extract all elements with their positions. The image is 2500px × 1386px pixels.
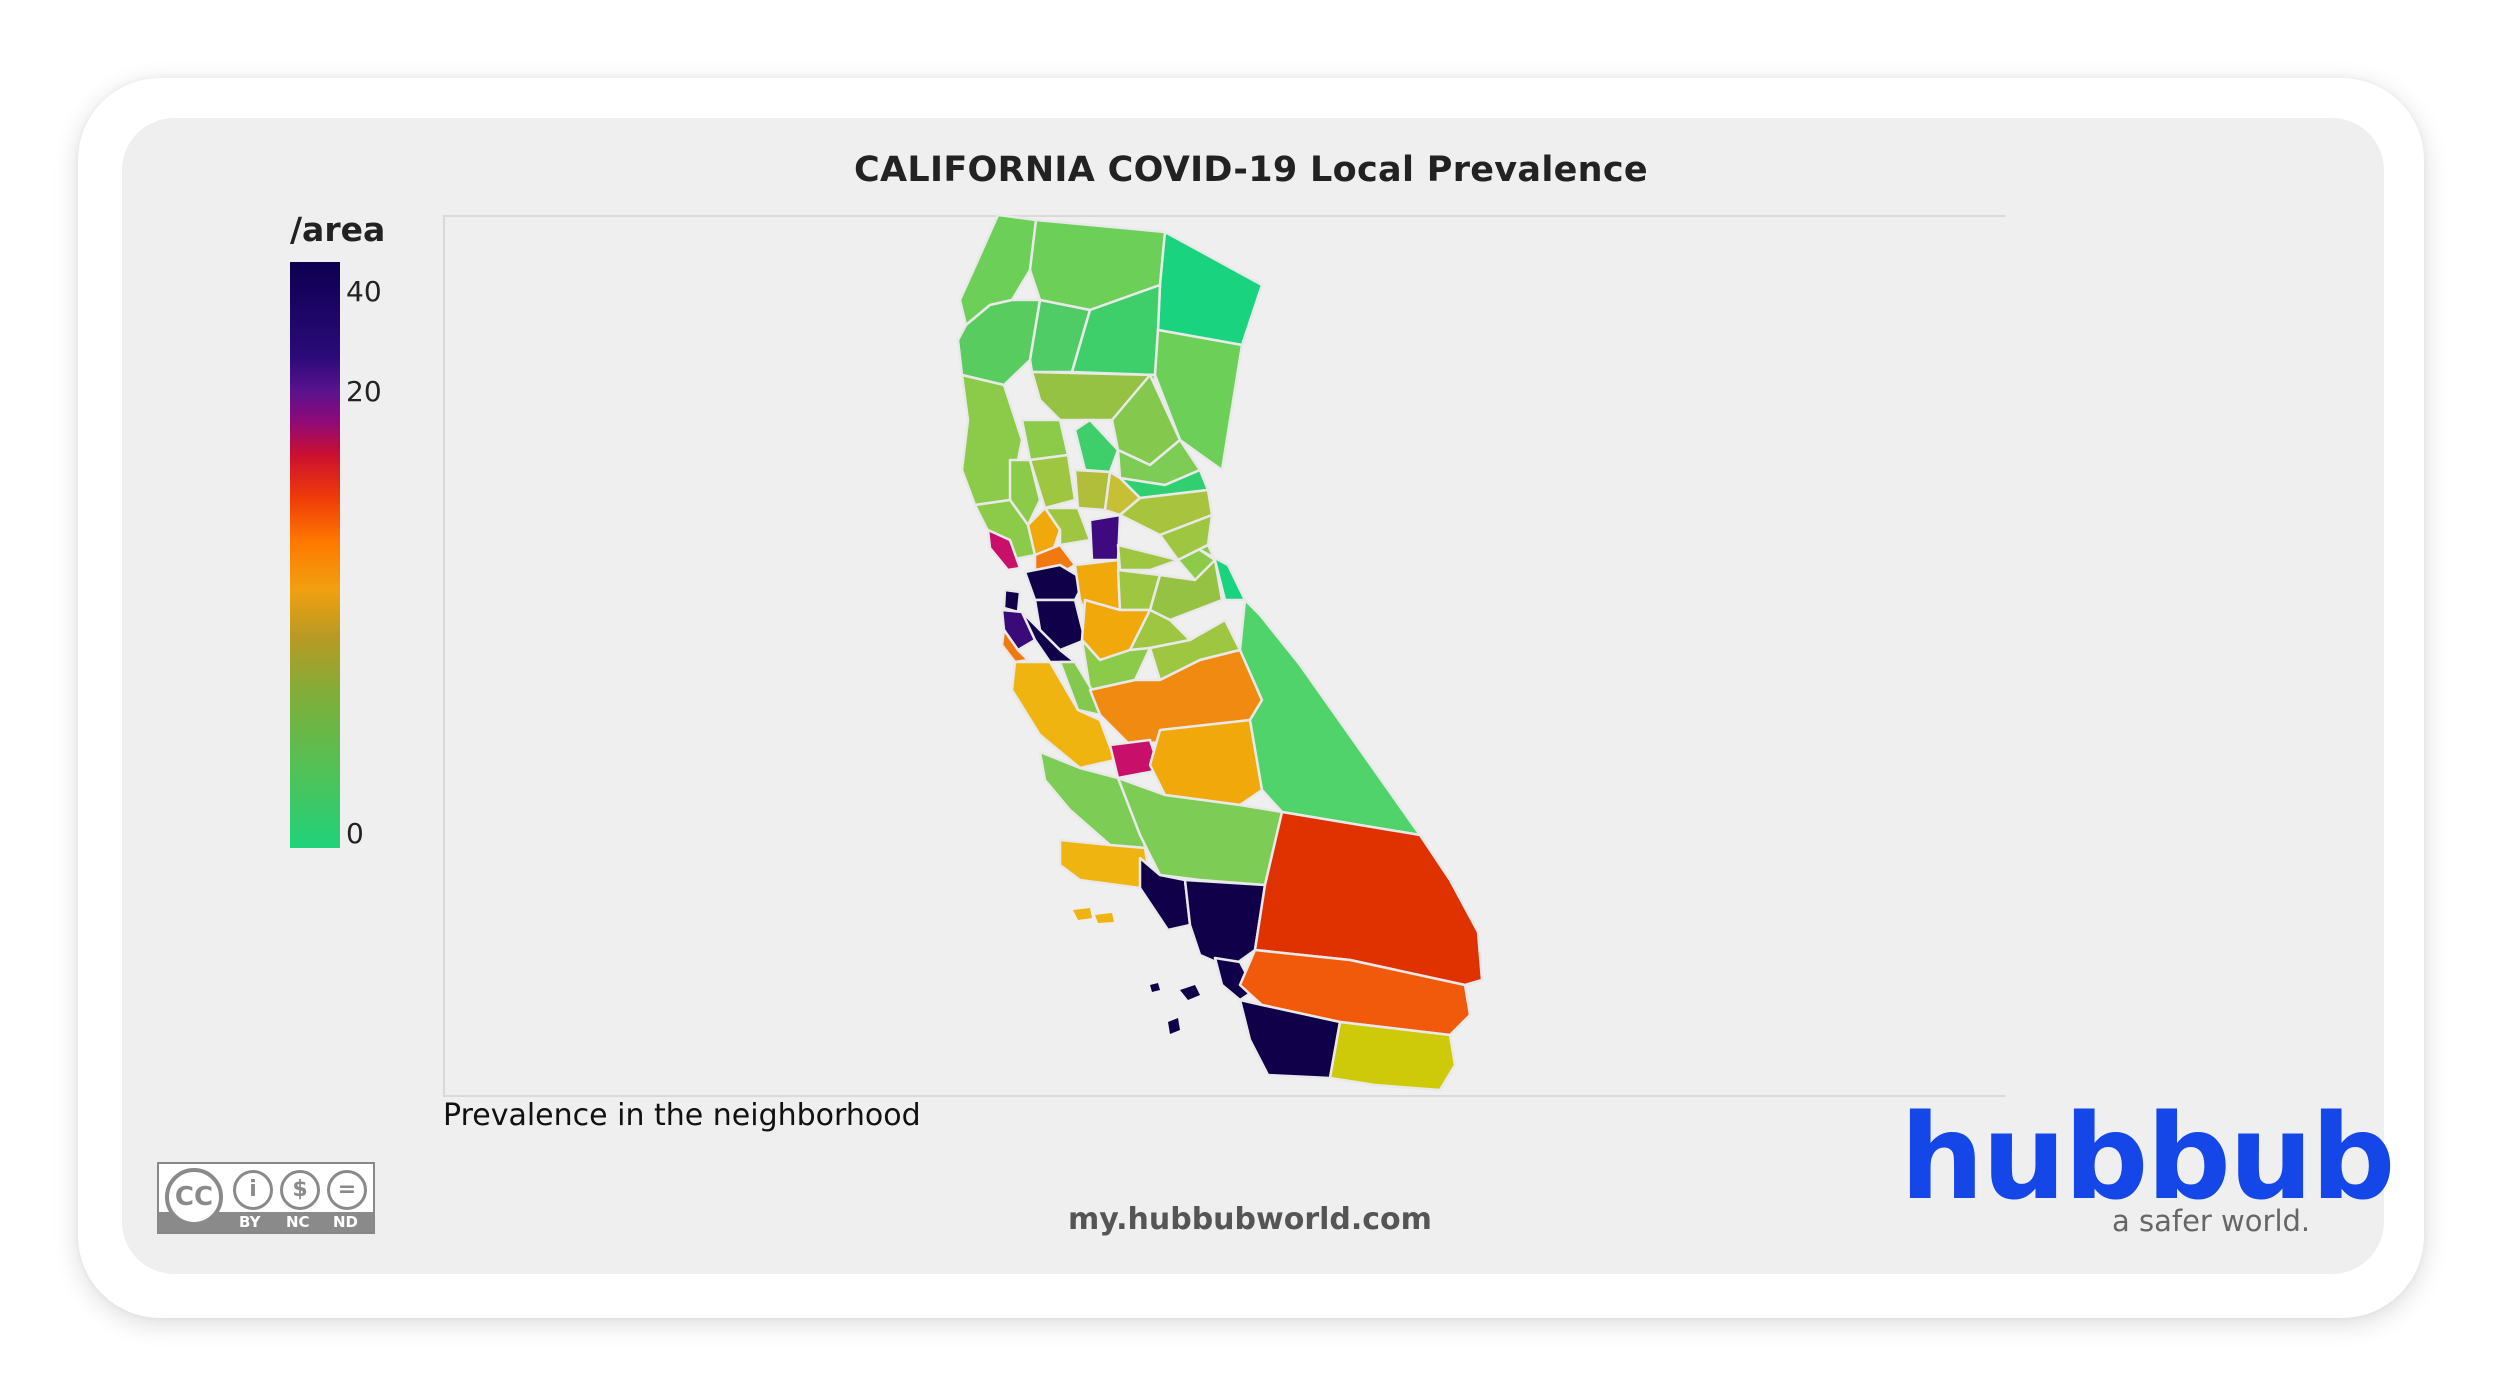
noderivatives-icon: = — [327, 1170, 367, 1210]
county-san-mateo — [1000, 608, 1037, 652]
legend-tick-40: 40 — [346, 275, 382, 308]
island-catalina — [1180, 985, 1200, 1000]
county-santa-barbara — [1058, 838, 1152, 890]
county-mono — [1198, 548, 1247, 602]
county-inyo — [1238, 598, 1422, 837]
county-marin — [986, 528, 1022, 572]
chart-title: CALIFORNIA COVID-19 Local Prevalence — [854, 150, 1648, 190]
legend-tick-0: 0 — [346, 817, 364, 850]
county-butte — [1073, 418, 1120, 474]
plot-frame — [443, 215, 2005, 1097]
hubbub-tagline: a safer world. — [2112, 1204, 2311, 1238]
hubbub-logo: hubbub — [1900, 1088, 2395, 1226]
map-caption: Prevalence in the neighborhood — [443, 1098, 921, 1133]
cc-license-badge[interactable]: CC i $ = BY NC ND — [157, 1162, 375, 1234]
county-tulare — [1148, 718, 1264, 807]
cc-icon: CC — [165, 1168, 223, 1226]
county-san-bernardino — [1253, 810, 1484, 987]
cc-label-by: BY — [239, 1213, 261, 1231]
island-santa-cruz — [1073, 908, 1092, 920]
county-sacramento — [1088, 513, 1122, 562]
noncommercial-icon: $ — [280, 1170, 320, 1210]
legend-title: /area — [290, 210, 386, 249]
county-lassen — [1153, 328, 1244, 472]
county-modoc — [1156, 230, 1264, 347]
county-yolo — [1043, 506, 1092, 547]
county-imperial — [1328, 1020, 1457, 1092]
county-colusa — [1028, 453, 1077, 510]
island-santa-rosa — [1095, 913, 1114, 923]
attribution-icon: i — [233, 1170, 273, 1210]
county-amador — [1116, 543, 1180, 572]
county-san-francisco — [1002, 588, 1022, 614]
legend-tick-20: 20 — [346, 375, 382, 408]
cc-label-nd: ND — [333, 1213, 359, 1231]
footer-url-link[interactable]: my.hubbubworld.com — [1068, 1202, 1432, 1237]
colorbar — [290, 262, 340, 848]
cc-label-nc: NC — [286, 1213, 310, 1231]
island-small — [1150, 983, 1160, 992]
island-san-clemente — [1168, 1018, 1180, 1034]
county-glenn — [1020, 418, 1070, 462]
